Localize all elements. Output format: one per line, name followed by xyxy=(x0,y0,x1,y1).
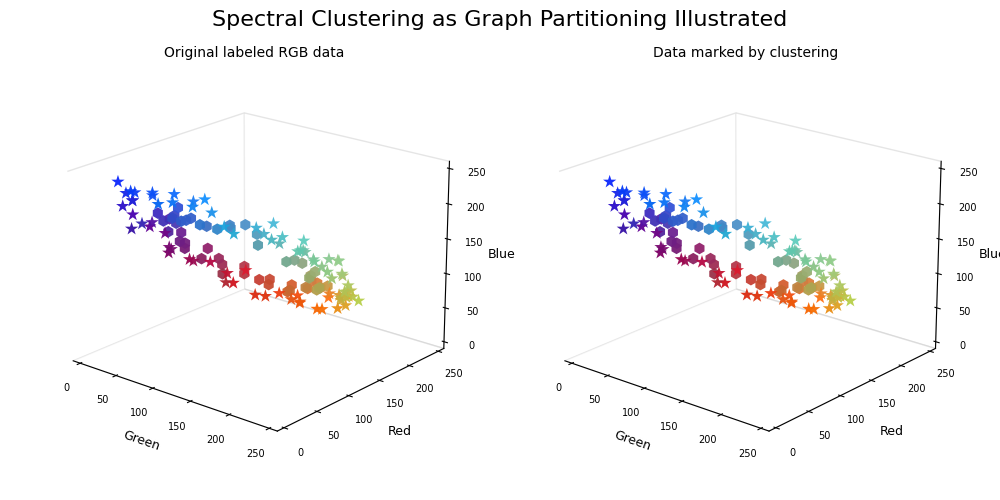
Title: Original labeled RGB data: Original labeled RGB data xyxy=(164,46,344,60)
Title: Data marked by clustering: Data marked by clustering xyxy=(653,46,838,60)
Y-axis label: Red: Red xyxy=(388,425,412,438)
Y-axis label: Red: Red xyxy=(880,425,904,438)
X-axis label: Green: Green xyxy=(121,428,161,453)
X-axis label: Green: Green xyxy=(612,428,653,453)
Text: Spectral Clustering as Graph Partitioning Illustrated: Spectral Clustering as Graph Partitionin… xyxy=(212,10,788,30)
